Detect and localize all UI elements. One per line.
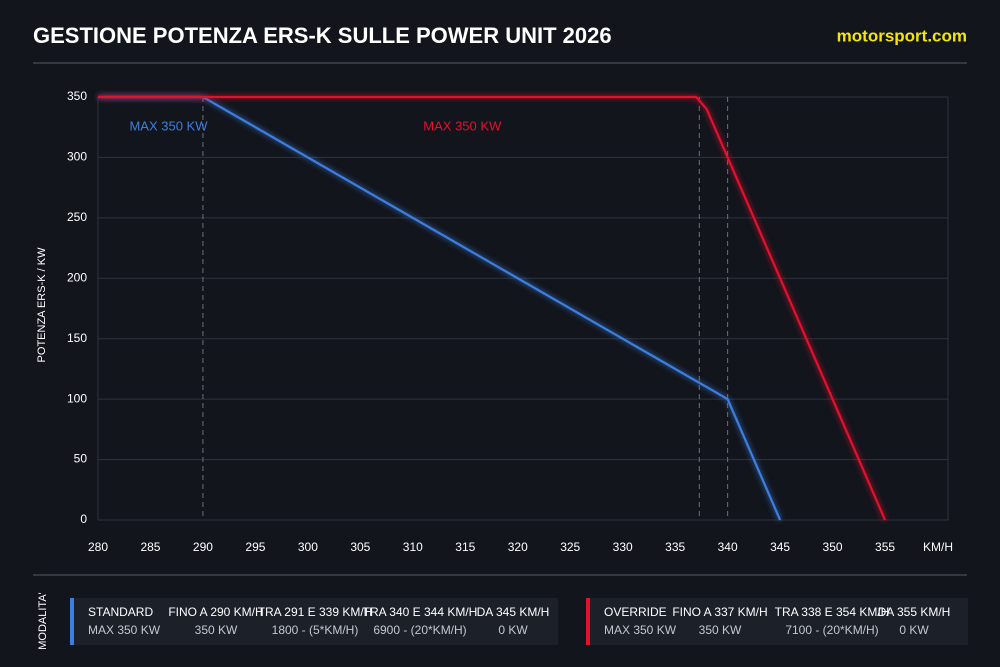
column-body: 350 KW [195, 623, 238, 637]
x-tick-label: 280 [88, 540, 108, 554]
y-tick-label: 300 [67, 150, 87, 164]
annotation: MAX 350 KW [423, 119, 502, 134]
column-head: DA 345 KM/H [477, 605, 550, 619]
mode-max: MAX 350 KW [604, 623, 677, 637]
x-tick-label: 295 [245, 540, 265, 554]
column-body: 1800 - (5*KM/H) [272, 623, 359, 637]
column-head: FINO A 290 KM/H [168, 605, 263, 619]
x-tick-label: 345 [770, 540, 790, 554]
column-body: 6900 - (20*KM/H) [373, 623, 466, 637]
annotation: MAX 350 KW [129, 119, 208, 134]
column-body: 350 KW [699, 623, 742, 637]
y-tick-label: 350 [67, 89, 87, 103]
y-tick-label: 250 [67, 210, 87, 224]
chart-title: GESTIONE POTENZA ERS-K SULLE POWER UNIT … [33, 23, 612, 48]
y-tick-label: 200 [67, 270, 87, 284]
column-head: TRA 291 E 339 KM/H [258, 605, 373, 619]
x-axis-label: KM/H [923, 540, 953, 554]
x-tick-label: 315 [455, 540, 475, 554]
column-body: 7100 - (20*KM/H) [785, 623, 878, 637]
x-tick-label: 350 [823, 540, 843, 554]
y-axis-label: POTENZA ERS-K / KW [36, 247, 48, 363]
y-tick-label: 0 [80, 512, 87, 526]
y-tick-label: 50 [74, 452, 88, 466]
x-tick-label: 335 [665, 540, 685, 554]
x-tick-label: 355 [875, 540, 895, 554]
x-tick-label: 305 [350, 540, 370, 554]
column-head: FINO A 337 KM/H [672, 605, 767, 619]
x-tick-label: 290 [193, 540, 213, 554]
legend-panel [586, 598, 968, 645]
x-tick-label: 310 [403, 540, 423, 554]
x-tick-label: 340 [718, 540, 738, 554]
legend-swatch [586, 598, 590, 645]
mode-name: OVERRIDE [604, 605, 667, 619]
y-tick-label: 150 [67, 331, 87, 345]
legend-swatch [70, 598, 74, 645]
column-head: TRA 338 E 354 KM/H [775, 605, 890, 619]
mode-name: STANDARD [88, 605, 153, 619]
series-line [98, 95, 782, 521]
x-tick-label: 300 [298, 540, 318, 554]
series-line [98, 95, 887, 521]
column-head: DA 355 KM/H [878, 605, 951, 619]
legend-title: MODALITA' [37, 592, 49, 650]
x-tick-label: 330 [613, 540, 633, 554]
x-tick-label: 285 [140, 540, 160, 554]
legend-panel [70, 598, 558, 645]
brand: motorsport.com [837, 26, 967, 45]
y-tick-label: 100 [67, 391, 87, 405]
column-body: 0 KW [899, 623, 929, 637]
column-body: 0 KW [498, 623, 528, 637]
mode-max: MAX 350 KW [88, 623, 161, 637]
x-tick-label: 320 [508, 540, 528, 554]
x-tick-label: 325 [560, 540, 580, 554]
column-head: TRA 340 E 344 KM/H [363, 605, 478, 619]
